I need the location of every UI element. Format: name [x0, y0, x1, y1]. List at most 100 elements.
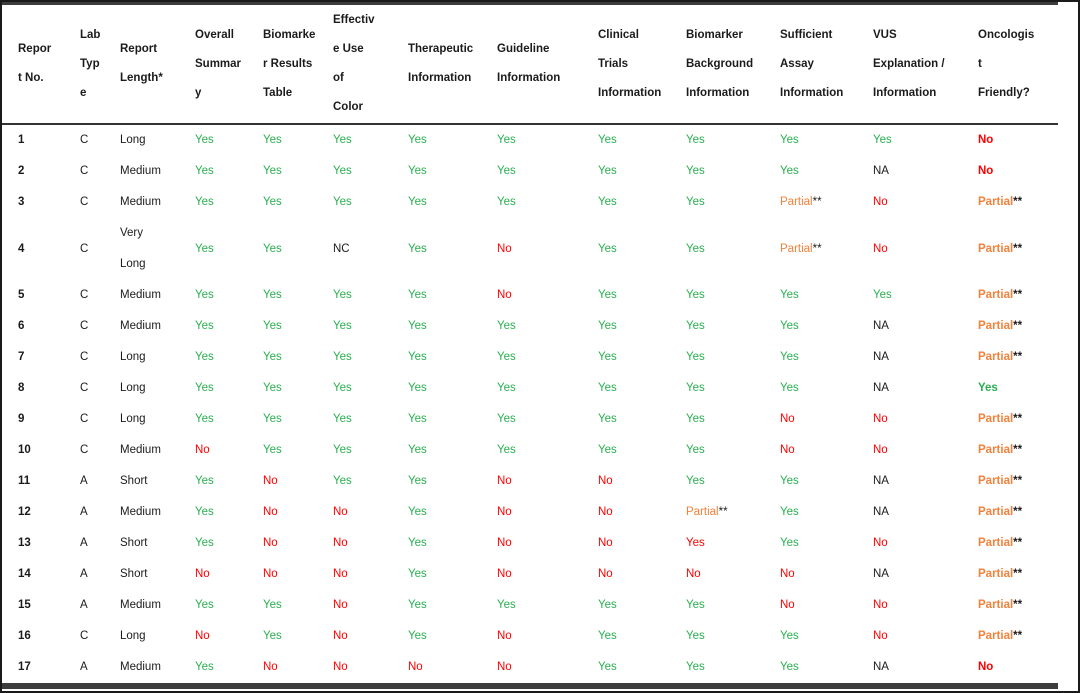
cell-lab-type: C [80, 630, 89, 642]
status-value: NA [873, 320, 889, 332]
status-value: No [978, 134, 994, 146]
table-row: 1 C Long Yes Yes Yes Yes Yes Yes Yes Yes Yes No [2, 124, 1058, 156]
cell-effective_use_of_color: Yes [317, 466, 392, 497]
table-row: 8 C Long Yes Yes Yes Yes Yes Yes Yes Yes NA Yes [2, 373, 1058, 404]
cell-biomarker_background_information: Yes [670, 156, 764, 187]
status-value: Yes [263, 413, 282, 425]
status-value: Yes [497, 165, 516, 177]
status-value: Yes [195, 661, 214, 673]
status-value: Yes [263, 320, 282, 332]
cell-biomarker_results_table: Yes [247, 590, 317, 621]
status-value: Yes [263, 382, 282, 394]
status-value: NA [873, 506, 889, 518]
status-value: Yes [408, 537, 427, 549]
cell-report-length: Long [120, 413, 146, 425]
cell-therapeutic_information: Yes [392, 218, 481, 280]
status-value: No [333, 537, 348, 549]
status-value: No [497, 630, 512, 642]
status-value: Partial [978, 537, 1014, 549]
cell-effective_use_of_color: No [317, 590, 392, 621]
cell-biomarker_results_table: Yes [247, 156, 317, 187]
status-value: Yes [780, 537, 799, 549]
cell-vus_explanation_information: No [857, 404, 962, 435]
status-value: Yes [263, 630, 282, 642]
cell-overall_summary: Yes [179, 373, 247, 404]
cell-biomarker_background_information: Yes [670, 435, 764, 466]
status-value: Partial [780, 242, 813, 255]
status-value: Yes [408, 413, 427, 425]
cell-vus_explanation_information: NA [857, 373, 962, 404]
cell-lab-type: A [80, 475, 88, 487]
footnote-asterisks: ** [1013, 506, 1023, 518]
cell-oncologist_friendly: Partial** [962, 621, 1058, 652]
cell-therapeutic_information: Yes [392, 404, 481, 435]
table-body: 1 C Long Yes Yes Yes Yes Yes Yes Yes Yes Yes No 2 C Med… [2, 124, 1058, 686]
status-value: Yes [686, 475, 705, 487]
cell-overall_summary: Yes [179, 652, 247, 686]
cell-lab-type: C [80, 351, 89, 363]
cell-biomarker_results_table: Yes [247, 187, 317, 218]
cell-overall_summary: Yes [179, 218, 247, 280]
status-value: Partial [978, 599, 1014, 611]
cell-effective_use_of_color: No [317, 621, 392, 652]
cell-biomarker_background_information: Yes [670, 621, 764, 652]
status-value: No [873, 196, 888, 208]
cell-report-no: 6 [18, 320, 25, 332]
cell-guideline_information: Yes [481, 311, 582, 342]
cell-clinical_trials_information: Yes [582, 621, 670, 652]
status-value: Yes [195, 351, 214, 363]
cell-report-length: Medium [120, 661, 161, 673]
status-value: Yes [333, 320, 352, 332]
status-value: Yes [497, 134, 516, 146]
footnote-asterisks: ** [1013, 196, 1023, 208]
status-value: Partial [978, 413, 1014, 425]
status-value: Yes [408, 568, 427, 580]
status-value: Yes [686, 165, 705, 177]
status-value: Yes [497, 382, 516, 394]
status-value: Partial [978, 568, 1014, 580]
cell-guideline_information: Yes [481, 156, 582, 187]
cell-sufficient_assay_information: No [764, 404, 857, 435]
cell-lab-type: C [80, 242, 89, 255]
cell-clinical_trials_information: No [582, 466, 670, 497]
status-value: No [333, 599, 348, 611]
cell-sufficient_assay_information: Partial** [764, 187, 857, 218]
column-header-oncologist_friendly: Oncologis t Friendly? [962, 3, 1058, 125]
cell-report-length: Medium [120, 599, 161, 611]
cell-biomarker_results_table: Yes [247, 404, 317, 435]
status-value: Yes [195, 382, 214, 394]
cell-report-length: Very Long [120, 227, 146, 270]
cell-vus_explanation_information: No [857, 590, 962, 621]
status-value: Yes [408, 134, 427, 146]
cell-lab-type: A [80, 599, 88, 611]
status-value: Yes [686, 196, 705, 208]
status-value: No [333, 630, 348, 642]
status-value: No [686, 568, 701, 580]
cell-overall_summary: Yes [179, 497, 247, 528]
table-row: 6 C Medium Yes Yes Yes Yes Yes Yes Yes Yes NA Partia… [2, 311, 1058, 342]
table-row: 7 C Long Yes Yes Yes Yes Yes Yes Yes Yes NA Partial*… [2, 342, 1058, 373]
status-value: No [263, 568, 278, 580]
cell-report-no: 1 [18, 134, 25, 146]
status-value: Yes [598, 289, 617, 301]
cell-biomarker_background_information: No [670, 559, 764, 590]
status-value: No [873, 444, 888, 456]
status-value: No [873, 599, 888, 611]
cell-lab-type: A [80, 661, 88, 673]
cell-vus_explanation_information: NA [857, 156, 962, 187]
status-value: Yes [598, 351, 617, 363]
footnote-asterisks: ** [1013, 599, 1023, 611]
cell-clinical_trials_information: Yes [582, 311, 670, 342]
cell-vus_explanation_information: No [857, 187, 962, 218]
status-value: NA [873, 475, 889, 487]
status-value: NA [873, 165, 889, 177]
status-value: Yes [978, 382, 998, 394]
status-value: Yes [333, 475, 352, 487]
table-row: 11 A Short Yes No Yes Yes No No Yes Yes NA Partial** [2, 466, 1058, 497]
footnote-asterisks: ** [1013, 289, 1023, 301]
cell-clinical_trials_information: Yes [582, 373, 670, 404]
cell-effective_use_of_color: No [317, 497, 392, 528]
cell-oncologist_friendly: Partial** [962, 497, 1058, 528]
cell-therapeutic_information: Yes [392, 435, 481, 466]
status-value: Yes [598, 134, 617, 146]
